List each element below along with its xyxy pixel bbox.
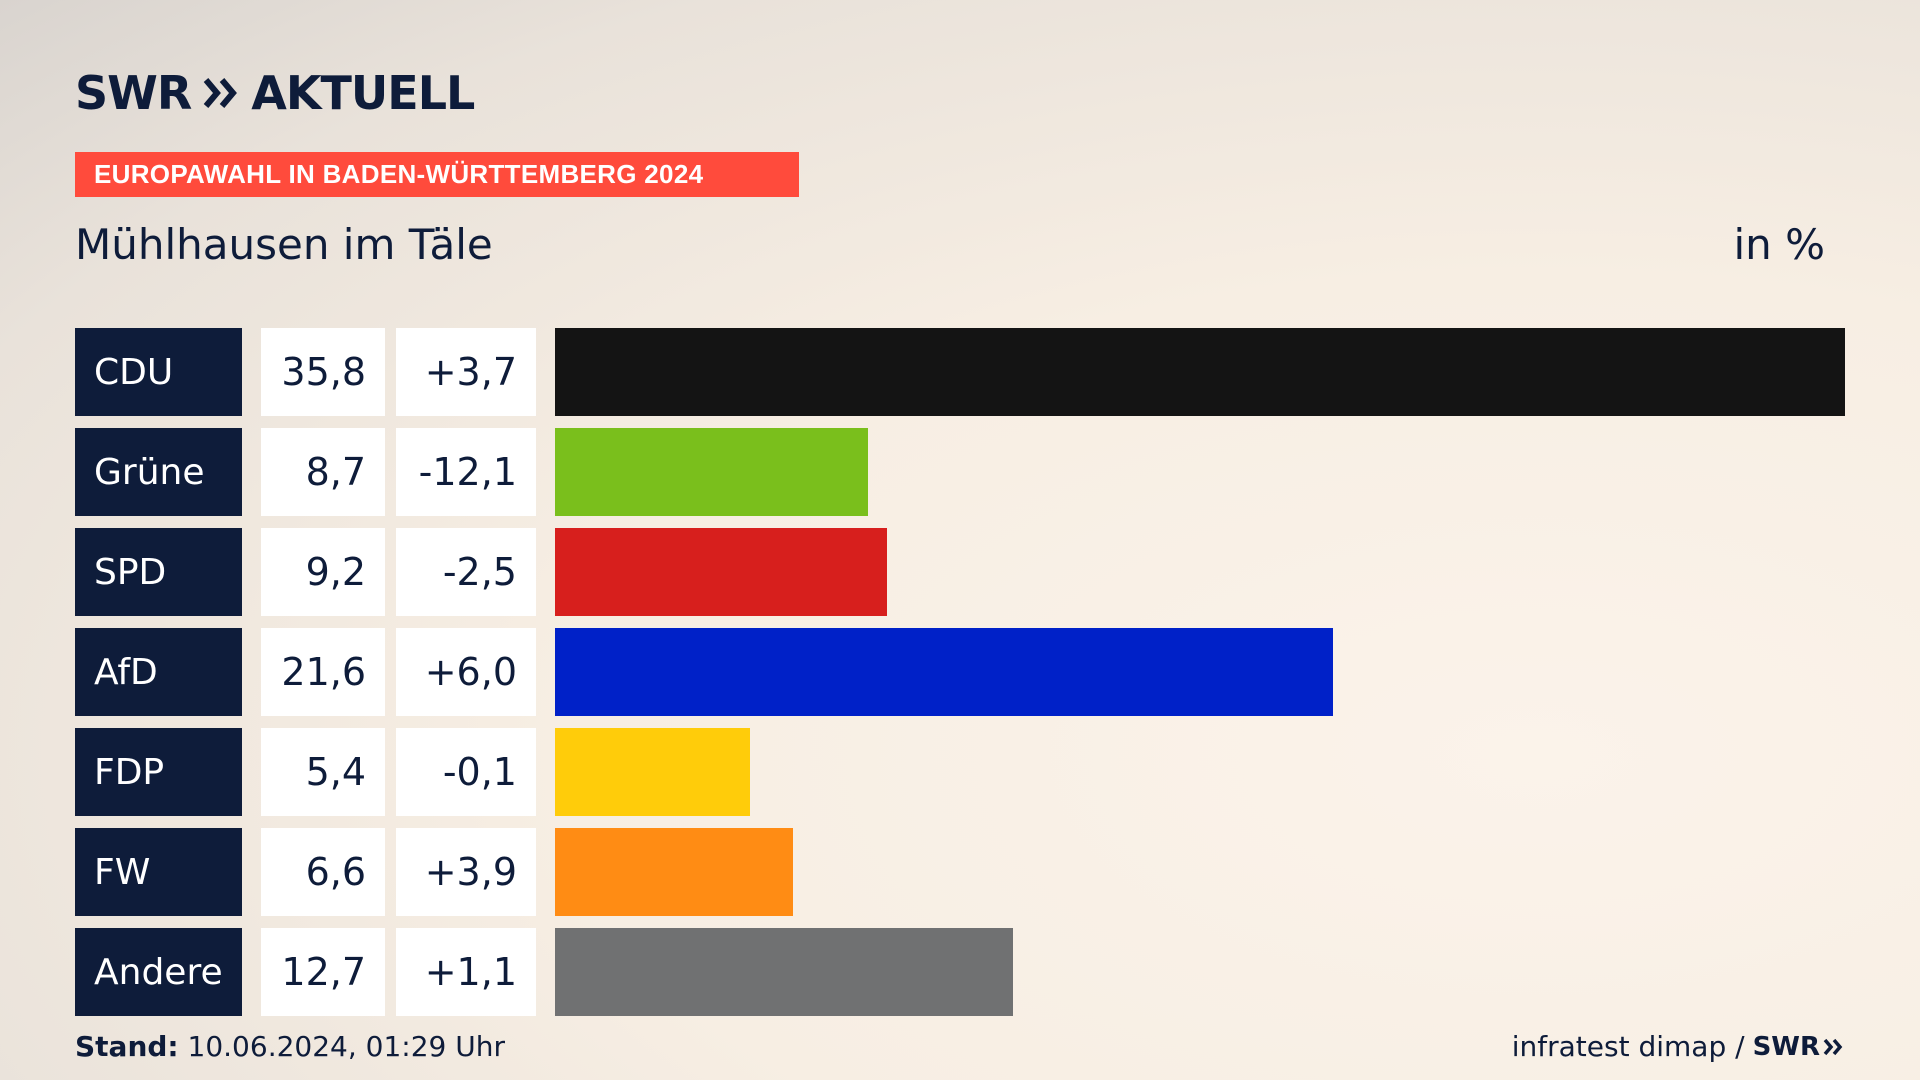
value-label: 21,6 (261, 628, 385, 716)
bar-andere (555, 928, 1013, 1016)
double-chevron-small-icon (1823, 1038, 1843, 1055)
change-label: -0,1 (396, 728, 536, 816)
value-label: 5,4 (261, 728, 385, 816)
party-label: FW (75, 828, 242, 916)
result-row: CDU 35,8 +3,7 (75, 328, 1845, 416)
change-label: +3,9 (396, 828, 536, 916)
bar-spd (555, 528, 887, 616)
party-label: Grüne (75, 428, 242, 516)
value-label: 6,6 (261, 828, 385, 916)
logo-swr-text: SWR (75, 66, 192, 120)
election-banner: EUROPAWAHL IN BADEN-WÜRTTEMBERG 2024 (75, 152, 799, 197)
change-label: +6,0 (396, 628, 536, 716)
result-row: Grüne 8,7 -12,1 (75, 428, 1845, 516)
value-label: 12,7 (261, 928, 385, 1016)
result-row: FDP 5,4 -0,1 (75, 728, 1845, 816)
party-label: SPD (75, 528, 242, 616)
value-label: 35,8 (261, 328, 385, 416)
source-text: infratest dimap / (1511, 1030, 1745, 1063)
logo-aktuell-text: AKTUELL (251, 66, 475, 120)
bar-grüne (555, 428, 868, 516)
unit-label: in % (1733, 220, 1825, 269)
timestamp: Stand: 10.06.2024, 01:29 Uhr (75, 1030, 505, 1063)
change-label: +1,1 (396, 928, 536, 1016)
party-label: Andere (75, 928, 242, 1016)
source-credit: infratest dimap / SWR (1512, 1030, 1845, 1063)
bar-cdu (555, 328, 1845, 416)
change-label: +3,7 (396, 328, 536, 416)
party-label: AfD (75, 628, 242, 716)
bar-fw (555, 828, 793, 916)
stand-value: 10.06.2024, 01:29 Uhr (187, 1030, 505, 1063)
swr-small-logo: SWR (1753, 1032, 1845, 1062)
value-label: 8,7 (261, 428, 385, 516)
result-row: FW 6,6 +3,9 (75, 828, 1845, 916)
double-chevron-icon (203, 76, 239, 110)
swr-aktuell-logo: SWR AKTUELL (75, 66, 475, 120)
party-label: CDU (75, 328, 242, 416)
stand-label: Stand: (75, 1030, 179, 1063)
party-label: FDP (75, 728, 242, 816)
swr-small-text: SWR (1752, 1031, 1820, 1062)
bar-fdp (555, 728, 750, 816)
result-row: AfD 21,6 +6,0 (75, 628, 1845, 716)
chart-subtitle: Mühlhausen im Täle (75, 220, 493, 269)
value-label: 9,2 (261, 528, 385, 616)
result-row: Andere 12,7 +1,1 (75, 928, 1845, 1016)
change-label: -2,5 (396, 528, 536, 616)
change-label: -12,1 (396, 428, 536, 516)
result-row: SPD 9,2 -2,5 (75, 528, 1845, 616)
bar-afd (555, 628, 1333, 716)
